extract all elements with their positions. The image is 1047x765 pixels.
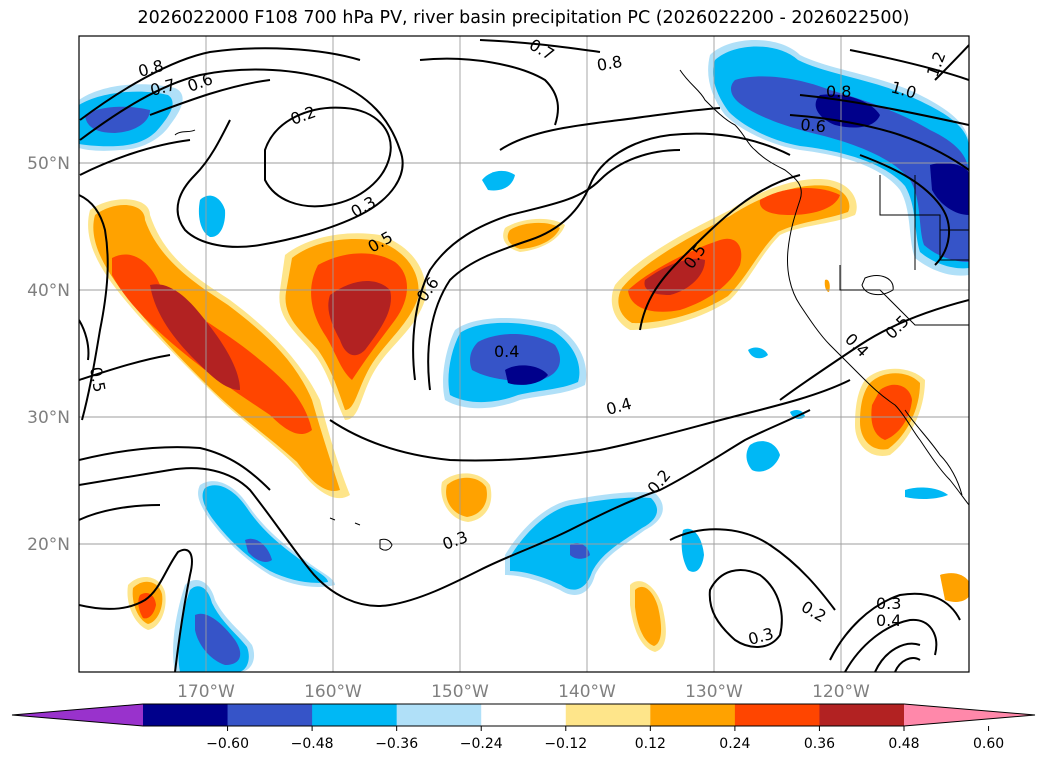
lon-label: 170°W (177, 682, 235, 702)
map-plot-area: 0.8 0.7 0.6 0.2 0.3 0.5 0.6 0.4 0.5 0.7 … (79, 36, 969, 672)
colorbar-tick-label: −0.36 (375, 736, 418, 752)
lat-label: 40°N (27, 281, 70, 301)
lon-label: 140°W (558, 682, 616, 702)
map-title: 2026022000 F108 700 hPa PV, river basin … (137, 8, 910, 28)
colorbar-segment (650, 704, 736, 726)
colorbar-segment (312, 704, 398, 726)
colorbar-extend-max (904, 704, 1035, 726)
contour-label: 0.6 (800, 115, 827, 136)
colorbar-tick-label: 0.12 (635, 736, 666, 752)
lon-label: 160°W (304, 682, 362, 702)
colorbar-segment (734, 704, 820, 726)
colorbar-segment (396, 704, 482, 726)
colorbar-ticks: −0.60 −0.48 −0.36 −0.24 −0.12 0.12 0.24 0.36 0.4… (206, 726, 1004, 752)
lat-label: 50°N (27, 154, 70, 174)
colorbar-outline (11, 703, 1036, 727)
colorbar-segment (227, 704, 313, 726)
contour-label: 0.8 (826, 82, 851, 101)
lon-label: 150°W (431, 682, 489, 702)
coastlines (174, 69, 969, 551)
graticule (79, 36, 969, 672)
colorbar-tick-label: 0.60 (973, 736, 1004, 752)
latitude-labels: 50°N 40°N 30°N 20°N (27, 154, 70, 555)
colorbar-tick-label: −0.60 (206, 736, 249, 752)
contour-label: 0.4 (876, 611, 901, 630)
colorbar-segment (565, 704, 651, 726)
lat-label: 20°N (27, 535, 70, 555)
colorbar-tick-label: 0.48 (888, 736, 919, 752)
colorbar-tick-label: 0.36 (804, 736, 835, 752)
colorbar-tick-label: −0.24 (460, 736, 503, 752)
contour-label: 0.5 (86, 365, 109, 393)
lon-label: 120°W (812, 682, 870, 702)
colorbar (11, 703, 1036, 727)
colorbar-tick-label: 0.24 (719, 736, 750, 752)
colorbar-tick-label: −0.48 (291, 736, 334, 752)
contour-label: 0.3 (876, 594, 901, 613)
longitude-labels: 170°W 160°W 150°W 140°W 130°W 120°W (177, 682, 870, 702)
colorbar-segment (819, 704, 905, 726)
colorbar-segment (143, 704, 229, 726)
lat-label: 30°N (27, 408, 70, 428)
map-border (78, 35, 970, 673)
lon-label: 130°W (685, 682, 743, 702)
colorbar-tick-label: −0.12 (544, 736, 587, 752)
contour-label: 0.4 (494, 342, 519, 361)
colorbar-segment (481, 704, 567, 726)
contour-label: 0.8 (595, 52, 623, 75)
pv-contours (79, 39, 969, 672)
colorbar-extend-min (12, 704, 143, 726)
